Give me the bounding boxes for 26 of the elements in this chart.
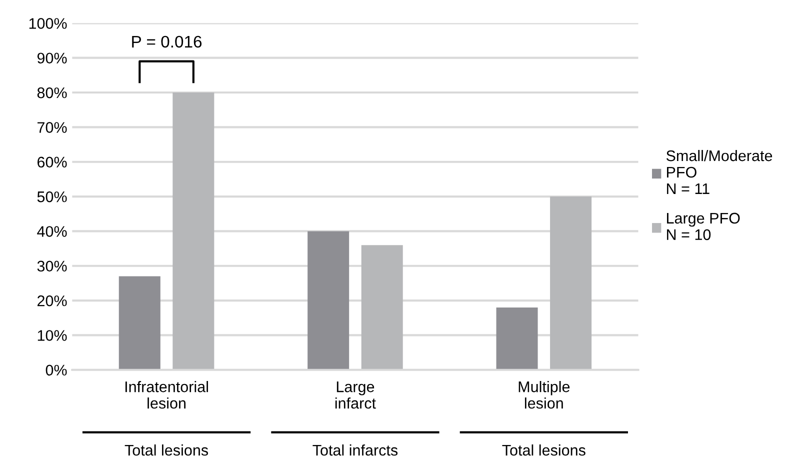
y-tick-label: 80% [37, 87, 67, 98]
text: Total lesions [502, 444, 586, 456]
y-tick-label: 70% [38, 122, 67, 133]
y-tick-label: 0% [46, 364, 67, 376]
text: Total lesions [124, 444, 208, 456]
bar [118, 276, 160, 370]
y-tick-label: 40% [37, 226, 67, 237]
bar [361, 245, 403, 370]
legend-label: Large PFO N = 10 [667, 212, 740, 240]
y-tick-label: 30% [37, 260, 67, 272]
bar [172, 92, 214, 370]
legend-label: Small/Moderate PFO N = 11 [666, 150, 772, 194]
bar [496, 307, 538, 370]
y-tick-label: 90% [37, 52, 67, 64]
y-tick-label: 100% [29, 18, 67, 29]
y-tick-label: 50% [37, 191, 67, 202]
x-tick-label: Multiple lesion [518, 380, 570, 409]
y-tick-label: 60% [38, 156, 67, 168]
x-tick-label: Large infarct [335, 382, 376, 409]
text: Total infarcts [312, 444, 398, 456]
annotation: P = 0.016 [132, 36, 202, 48]
y-tick-label: 10% [38, 330, 67, 341]
bar [308, 231, 350, 370]
y-tick-label: 20% [38, 295, 67, 306]
x-tick-label: Infratentorial lesion [125, 380, 208, 409]
bar [550, 196, 592, 370]
